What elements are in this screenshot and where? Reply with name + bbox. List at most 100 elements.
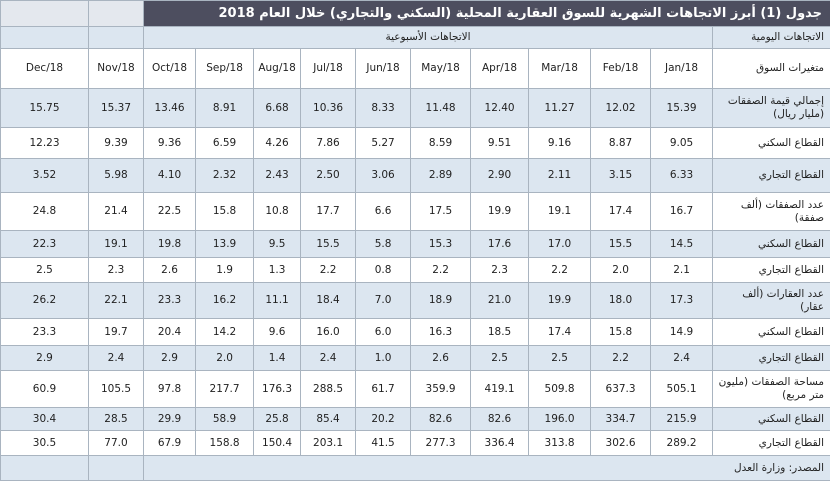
value-cell: 9.36 (144, 128, 196, 159)
row-label: القطاع السكني (713, 231, 830, 258)
value-cell: 2.3 (471, 258, 529, 283)
value-cell: 2.11 (529, 159, 591, 193)
value-cell: 9.16 (529, 128, 591, 159)
value-cell: 15.39 (651, 89, 713, 128)
value-cell: 2.9 (1, 346, 89, 371)
value-cell: 15.3 (411, 231, 471, 258)
table-row: جدول (1) أبرز الاتجاهات الشهرية للسوق ال… (1, 1, 830, 27)
month-header: Dec/18 (1, 49, 89, 89)
value-cell: 18.5 (471, 319, 529, 346)
value-cell: 15.8 (196, 193, 254, 231)
month-header: Feb/18 (591, 49, 651, 89)
value-cell: 7.0 (356, 283, 411, 319)
value-cell: 2.4 (89, 346, 144, 371)
value-cell: 6.33 (651, 159, 713, 193)
value-cell: 217.7 (196, 371, 254, 408)
value-cell: 13.46 (144, 89, 196, 128)
value-cell: 8.91 (196, 89, 254, 128)
value-cell: 20.2 (356, 408, 411, 431)
value-cell: 2.3 (89, 258, 144, 283)
value-cell: 0.8 (356, 258, 411, 283)
value-cell: 288.5 (301, 371, 356, 408)
value-cell: 11.1 (254, 283, 301, 319)
value-cell: 10.36 (301, 89, 356, 128)
value-cell: 2.4 (301, 346, 356, 371)
value-cell: 61.7 (356, 371, 411, 408)
value-cell: 2.90 (471, 159, 529, 193)
value-cell: 20.4 (144, 319, 196, 346)
value-cell: 2.5 (529, 346, 591, 371)
value-cell: 5.8 (356, 231, 411, 258)
value-cell: 1.4 (254, 346, 301, 371)
weekly-label: الاتجاهات الأسبوعية (144, 27, 713, 49)
value-cell: 17.4 (529, 319, 591, 346)
empty-cell (89, 456, 144, 481)
row-label: القطاع السكني (713, 319, 830, 346)
value-cell: 19.1 (89, 231, 144, 258)
empty-cell (89, 1, 144, 27)
value-cell: 97.8 (144, 371, 196, 408)
value-cell: 289.2 (651, 431, 713, 456)
value-cell: 17.6 (471, 231, 529, 258)
empty-cell (1, 1, 89, 27)
row-label: عدد الصفقات (ألف صفقة) (713, 193, 830, 231)
value-cell: 359.9 (411, 371, 471, 408)
value-cell: 14.9 (651, 319, 713, 346)
value-cell: 17.0 (529, 231, 591, 258)
value-cell: 1.0 (356, 346, 411, 371)
value-cell: 17.7 (301, 193, 356, 231)
value-cell: 16.0 (301, 319, 356, 346)
value-cell: 1.9 (196, 258, 254, 283)
value-cell: 19.9 (529, 283, 591, 319)
value-cell: 14.5 (651, 231, 713, 258)
value-cell: 9.6 (254, 319, 301, 346)
value-cell: 24.8 (1, 193, 89, 231)
month-header: Jun/18 (356, 49, 411, 89)
value-cell: 7.86 (301, 128, 356, 159)
value-cell: 19.8 (144, 231, 196, 258)
empty-cell (1, 456, 89, 481)
value-cell: 22.5 (144, 193, 196, 231)
month-header: Jul/18 (301, 49, 356, 89)
month-header: Nov/18 (89, 49, 144, 89)
empty-cell (89, 27, 144, 49)
row-label: القطاع السكني (713, 128, 830, 159)
value-cell: 2.6 (411, 346, 471, 371)
value-cell: 9.5 (254, 231, 301, 258)
value-cell: 15.5 (301, 231, 356, 258)
daily-label: الاتجاهات اليومية (713, 27, 830, 49)
row-label: مساحة الصفقات (مليون متر مربع) (713, 371, 830, 408)
value-cell: 26.2 (1, 283, 89, 319)
value-cell: 302.6 (591, 431, 651, 456)
value-cell: 19.9 (471, 193, 529, 231)
value-cell: 2.50 (301, 159, 356, 193)
value-cell: 30.5 (1, 431, 89, 456)
value-cell: 2.9 (144, 346, 196, 371)
value-cell: 419.1 (471, 371, 529, 408)
value-cell: 2.5 (1, 258, 89, 283)
value-cell: 22.3 (1, 231, 89, 258)
value-cell: 176.3 (254, 371, 301, 408)
value-cell: 11.27 (529, 89, 591, 128)
value-cell: 25.8 (254, 408, 301, 431)
value-cell: 77.0 (89, 431, 144, 456)
empty-cell (1, 27, 89, 49)
table-title: جدول (1) أبرز الاتجاهات الشهرية للسوق ال… (144, 1, 830, 27)
value-cell: 505.1 (651, 371, 713, 408)
value-cell: 67.9 (144, 431, 196, 456)
row-header-label: متغيرات السوق (713, 49, 830, 89)
value-cell: 2.2 (411, 258, 471, 283)
value-cell: 8.87 (591, 128, 651, 159)
row-label: القطاع التجاري (713, 431, 830, 456)
row-label: إجمالي قيمة الصفقات (مليار ريال) (713, 89, 830, 128)
value-cell: 2.0 (591, 258, 651, 283)
value-cell: 29.9 (144, 408, 196, 431)
value-cell: 3.06 (356, 159, 411, 193)
